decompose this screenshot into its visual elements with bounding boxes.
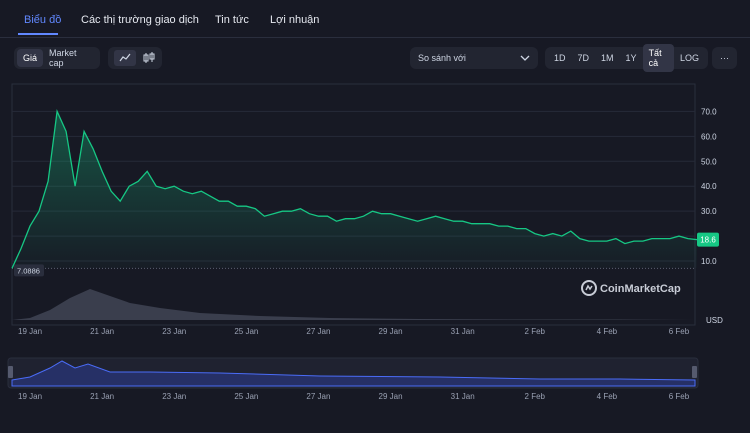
x-tick-label: 23 Jan <box>162 327 186 336</box>
y-tick-label: 30.0 <box>701 207 717 216</box>
x-tick-label: 25 Jan <box>234 327 258 336</box>
price-badge-label: 18.6 <box>700 236 716 245</box>
toggle-button[interactable]: Giá <box>17 49 44 67</box>
start-price-label: 7.0886 <box>17 266 40 275</box>
tab[interactable]: Các thị trường giao dịch <box>81 14 199 26</box>
candle-icon[interactable] <box>141 50 157 66</box>
y-tick-label: 60.0 <box>701 132 717 141</box>
range-button[interactable]: Tất cả <box>642 44 674 72</box>
navigator-x-label: 21 Jan <box>90 392 114 401</box>
range-button[interactable]: 7D <box>577 53 590 63</box>
tab[interactable]: Biểu đồ <box>24 14 62 26</box>
volume-area <box>12 289 695 320</box>
range-group: 1D 7D 1M 1Y Tất cả LOG <box>545 44 708 72</box>
x-tick-label: 21 Jan <box>90 327 114 336</box>
toggle-group: Giá Market cap <box>14 47 100 69</box>
compare-dropdown[interactable]: So sánh với <box>410 47 538 69</box>
start-price-badge <box>14 264 44 277</box>
x-tick-label: 4 Feb <box>597 327 618 336</box>
navigator-x-label: 2 Feb <box>525 392 546 401</box>
tab-underline <box>18 33 58 35</box>
navigator-x-label: 19 Jan <box>18 392 42 401</box>
range-button[interactable]: 1M <box>601 53 614 63</box>
price-area <box>12 111 698 269</box>
navigator-x-label: 25 Jan <box>234 392 258 401</box>
y-tick-label: 40.0 <box>701 182 717 191</box>
x-tick-label: 19 Jan <box>18 327 42 336</box>
range-button[interactable]: 1Y <box>625 53 637 63</box>
chevron <box>520 55 530 61</box>
navigator-x-label: 27 Jan <box>306 392 330 401</box>
y-unit: USD <box>706 316 723 325</box>
navigator-x-label: 29 Jan <box>379 392 403 401</box>
tab[interactable]: Lợi nhuận <box>270 14 320 26</box>
watermark: CoinMarketCap <box>600 283 681 295</box>
price-badge <box>697 232 719 247</box>
y-tick-label: 70.0 <box>701 107 717 116</box>
plot-frame <box>11 83 696 326</box>
x-tick-label: 2 Feb <box>525 327 546 336</box>
tab[interactable]: Tin tức <box>215 14 249 26</box>
line-icon[interactable] <box>113 50 136 66</box>
range-button[interactable]: 1D <box>554 53 566 63</box>
y-tick-label: 10.0 <box>701 257 717 266</box>
x-tick-label: 29 Jan <box>379 327 403 336</box>
navigator-handle[interactable] <box>8 366 13 378</box>
x-tick-label: 27 Jan <box>306 327 330 336</box>
divider <box>0 37 750 38</box>
x-tick-label: 31 Jan <box>451 327 475 336</box>
navigator-x-label: 6 Feb <box>669 392 690 401</box>
range-button[interactable]: LOG <box>679 53 699 63</box>
navigator-x-label: 23 Jan <box>162 392 186 401</box>
chart-style-group <box>108 47 162 69</box>
price-line <box>11 109 698 269</box>
more-label: ··· <box>720 53 729 63</box>
more-button[interactable]: ··· <box>712 47 737 69</box>
dropdown-label: So sánh với <box>418 53 466 63</box>
navigator-series <box>11 360 696 387</box>
navigator-handle[interactable] <box>692 366 697 378</box>
x-tick-label: 6 Feb <box>669 327 690 336</box>
navigator-x-label: 4 Feb <box>597 392 618 401</box>
navigator-x-label: 31 Jan <box>451 392 475 401</box>
watermark-logo <box>581 280 597 296</box>
y-tick-label: 50.0 <box>701 157 717 166</box>
toggle-button[interactable]: Market cap <box>49 48 77 68</box>
